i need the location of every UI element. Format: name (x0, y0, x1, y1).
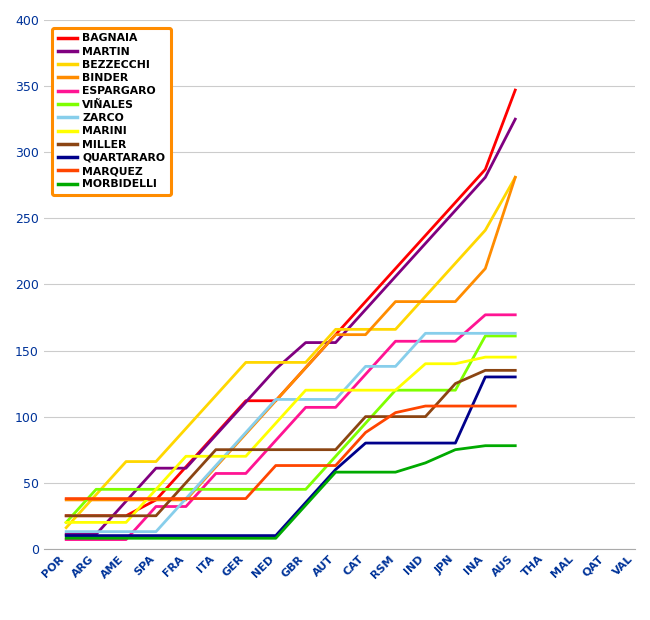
Text: www.moto-net.com • Photo © DR: www.moto-net.com • Photo © DR (214, 601, 436, 614)
Legend: BAGNAIA, MARTIN, BEZZECCHI, BINDER, ESPARGARO, VIÑALES, ZARCO, MARINI, MILLER, Q: BAGNAIA, MARTIN, BEZZECCHI, BINDER, ESPA… (52, 28, 171, 195)
